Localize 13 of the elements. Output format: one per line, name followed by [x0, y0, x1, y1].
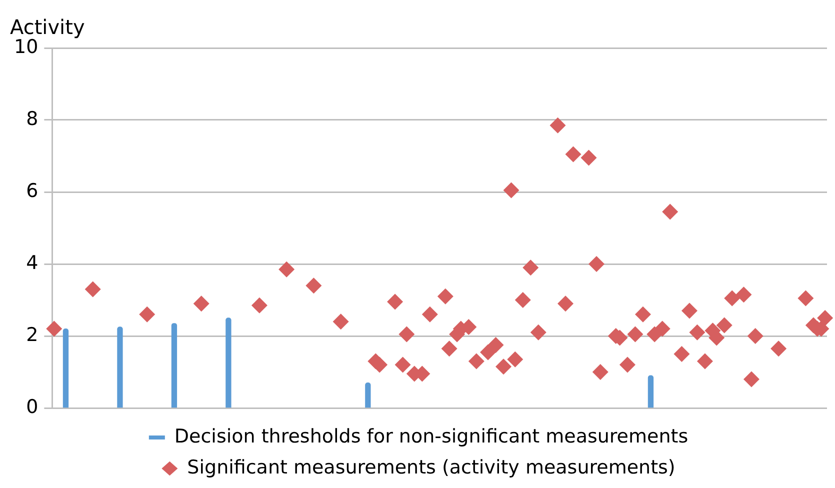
bar [365, 382, 371, 408]
bar [648, 375, 654, 408]
y-tick-label: 6 [26, 180, 38, 202]
y-tick-label: 2 [26, 324, 38, 346]
y-tick-label: 8 [26, 108, 38, 130]
bar [171, 323, 178, 408]
bar [62, 328, 69, 408]
bar [226, 318, 232, 408]
y-tick-label: 0 [26, 396, 38, 418]
y-tick-label: 4 [26, 252, 38, 274]
legend-label: Significant measurements (activity measurements) [187, 456, 676, 478]
bar [117, 326, 123, 408]
legend-label: Decision thresholds for non-significant measurements [174, 425, 688, 448]
